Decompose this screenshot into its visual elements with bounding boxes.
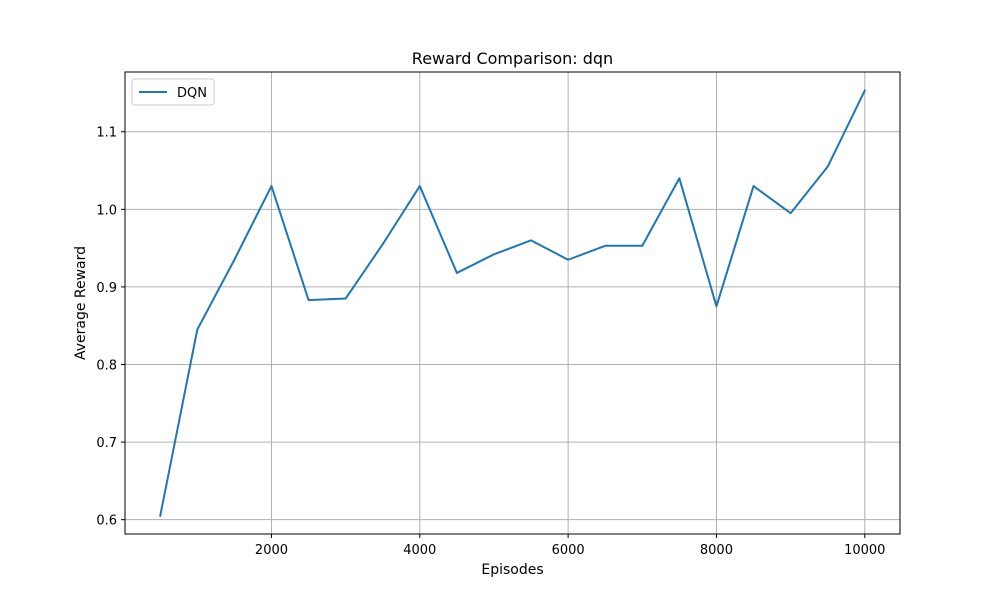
y-tick-label: 1.1 xyxy=(96,126,117,141)
x-tick-label: 4000 xyxy=(403,543,436,558)
grid-lines xyxy=(125,72,900,534)
plot-area xyxy=(125,72,900,534)
x-tick-label: 8000 xyxy=(700,543,733,558)
legend-label-dqn: DQN xyxy=(177,86,207,101)
legend: DQN xyxy=(131,78,215,106)
series-line-dqn xyxy=(159,89,867,517)
chart-title: Reward Comparison: dqn xyxy=(412,49,613,68)
y-axis-ticks: 0.6 0.7 0.8 0.9 1.0 1.1 xyxy=(96,126,125,529)
x-tick-label: 10000 xyxy=(844,543,885,558)
legend-box xyxy=(131,78,215,106)
y-tick-label: 0.8 xyxy=(96,358,117,373)
y-tick-label: 0.6 xyxy=(96,514,117,529)
y-axis-label: Average Reward xyxy=(73,246,89,360)
x-axis-ticks: 2000 4000 6000 8000 10000 xyxy=(255,534,885,558)
y-tick-label: 1.0 xyxy=(96,203,117,218)
x-tick-label: 6000 xyxy=(552,543,585,558)
x-axis-label: Episodes xyxy=(481,562,543,578)
y-tick-label: 0.7 xyxy=(96,436,117,451)
y-tick-label: 0.9 xyxy=(96,281,117,296)
x-tick-label: 2000 xyxy=(255,543,288,558)
plot-frame xyxy=(124,71,901,535)
series-layer xyxy=(159,89,867,517)
